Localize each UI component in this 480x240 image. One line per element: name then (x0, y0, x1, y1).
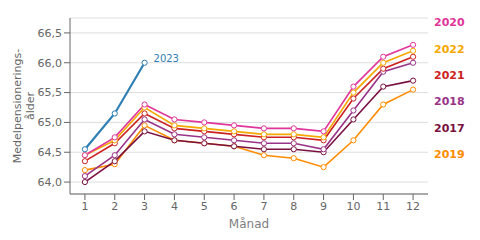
svg-text:3: 3 (141, 200, 148, 213)
html-text:2019: 2019 (434, 148, 465, 162)
svg-text:1: 1 (81, 200, 88, 213)
svg-text:4: 4 (171, 200, 178, 213)
svg-text:5: 5 (201, 200, 208, 213)
html-text:2020: 2020 (434, 16, 465, 30)
svg-text:9: 9 (320, 200, 327, 213)
svg-text:8: 8 (290, 200, 297, 213)
html-text:2018: 2018 (434, 95, 465, 109)
svg-text:65,0: 65,0 (38, 116, 63, 129)
svg-text:2023: 2023 (154, 53, 179, 64)
svg-text:Månad: Månad (229, 217, 269, 231)
svg-text:11: 11 (376, 200, 390, 213)
svg-text:65,5: 65,5 (38, 86, 63, 99)
svg-text:2: 2 (111, 200, 118, 213)
svg-text:7: 7 (260, 200, 267, 213)
svg-text:10: 10 (346, 200, 360, 213)
svg-text:Medelpensionerings-ålder: Medelpensionerings-ålder (11, 49, 37, 163)
html-text:2022: 2022 (434, 42, 465, 56)
svg-text:64,0: 64,0 (38, 176, 63, 189)
svg-text:66,5: 66,5 (38, 27, 63, 40)
svg-text:64,5: 64,5 (38, 146, 63, 159)
svg-text:66,0: 66,0 (38, 57, 63, 70)
svg-text:6: 6 (231, 200, 238, 213)
svg-text:12: 12 (406, 200, 420, 213)
html-text:2017: 2017 (434, 121, 465, 135)
html-text:2021: 2021 (434, 69, 465, 83)
